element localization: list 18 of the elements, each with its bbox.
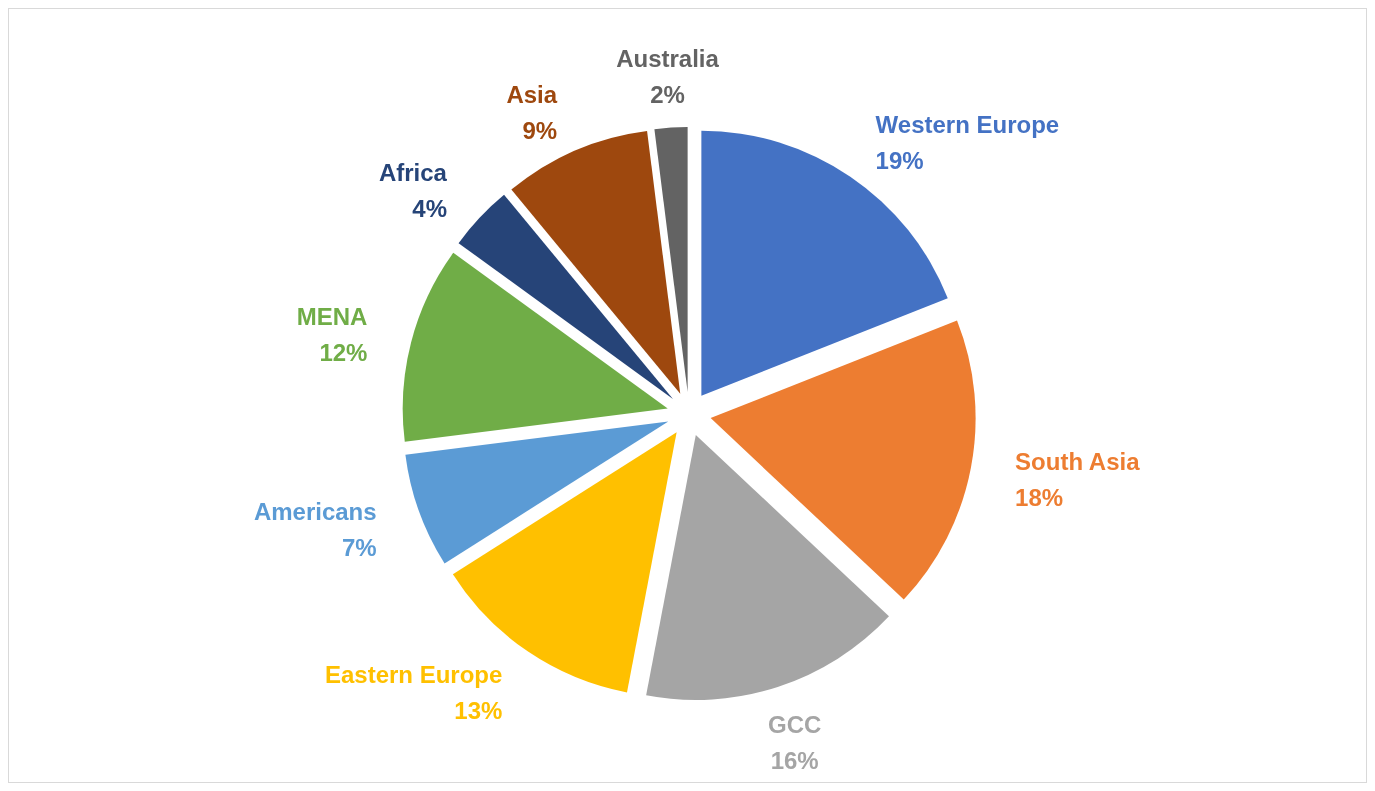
slice-label: MENA — [296, 303, 368, 331]
data-label: 4% — [412, 194, 447, 222]
slice-label: South Asia — [1015, 448, 1141, 476]
data-label: 19% — [875, 147, 924, 175]
data-label: 18% — [1015, 484, 1064, 512]
slice-label: Americans — [253, 498, 377, 526]
data-label: 2% — [650, 80, 685, 108]
slice-label: Africa — [378, 158, 448, 186]
data-label: 13% — [454, 696, 503, 724]
data-label: 9% — [522, 117, 558, 145]
slice-label: GCC — [768, 711, 822, 739]
slice-label: Asia — [506, 81, 558, 109]
slice-label: Eastern Europe — [325, 660, 503, 688]
slice-label: Australia — [616, 44, 720, 72]
data-label: 16% — [770, 747, 819, 775]
data-label: 7% — [341, 534, 377, 562]
slice-label: Western Europe — [875, 111, 1060, 139]
data-label: 12% — [319, 339, 368, 367]
